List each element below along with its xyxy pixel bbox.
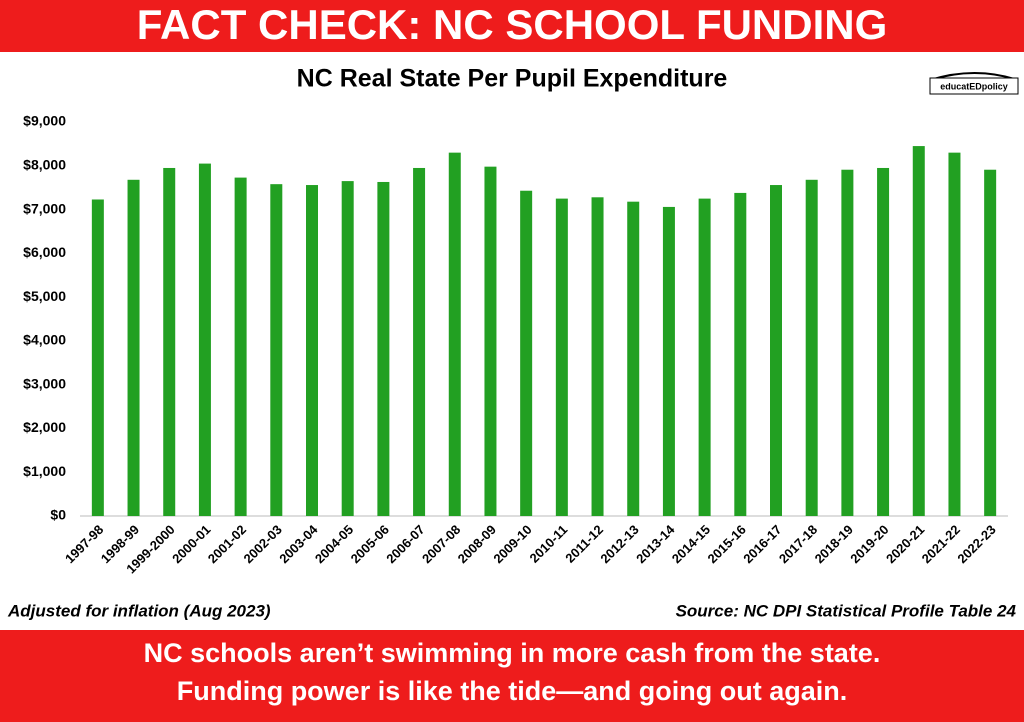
- x-tick-label: 2012-13: [597, 522, 641, 566]
- x-tick-label: 2007-08: [419, 522, 463, 566]
- bar: [662, 206, 675, 516]
- banner-title: FACT CHECK: NC SCHOOL FUNDING: [137, 1, 888, 48]
- x-tick-label: 2022-23: [954, 522, 998, 566]
- bar: [912, 146, 925, 517]
- bar: [91, 199, 104, 516]
- x-tick-label: 2000-01: [169, 522, 213, 566]
- y-tick-label: $4,000: [23, 332, 66, 348]
- x-tick-label: 2008-09: [455, 522, 499, 566]
- x-tick-label: 2016-17: [740, 522, 784, 566]
- bar: [484, 166, 497, 517]
- x-tick-label: 2021-22: [919, 522, 963, 566]
- chart-title: NC Real State Per Pupil Expenditure: [297, 65, 728, 93]
- bar: [234, 177, 247, 516]
- bar: [591, 197, 604, 516]
- bar: [770, 185, 782, 517]
- footer-line: Funding power is like the tide—and going…: [177, 676, 848, 706]
- bar: [127, 179, 140, 516]
- note: Adjusted for inflation (Aug 2023): [7, 601, 271, 620]
- x-tick-label: 2015-16: [705, 522, 749, 566]
- y-tick-label: $0: [50, 507, 66, 523]
- bar: [627, 201, 640, 517]
- x-tick-label: 2002-03: [241, 522, 285, 566]
- logo-box: [929, 77, 1019, 95]
- bar: [734, 192, 747, 517]
- bar: [948, 152, 961, 516]
- y-tick-label: $3,000: [23, 375, 66, 391]
- bar: [198, 163, 211, 517]
- x-tick-label: 2013-14: [633, 521, 678, 566]
- logo-arc: [929, 72, 1019, 81]
- y-tick-label: $9,000: [23, 113, 66, 129]
- x-tick-label: 2003-04: [276, 521, 321, 566]
- bar: [163, 167, 176, 516]
- x-tick-label: 2011-12: [562, 522, 606, 566]
- y-tick-label: $2,000: [23, 419, 66, 435]
- bar: [805, 179, 818, 516]
- bar: [448, 152, 461, 516]
- x-tick-label: 2006-07: [383, 522, 427, 566]
- x-tick-label: 2005-06: [348, 522, 392, 566]
- bottom-banner: [0, 630, 1024, 722]
- y-tick-label: $5,000: [23, 288, 66, 304]
- bar: [698, 198, 711, 516]
- bar: [377, 181, 390, 516]
- bar: [984, 169, 997, 516]
- y-tick-label: $1,000: [23, 463, 66, 479]
- logo: educatEDpolicy: [940, 81, 1008, 91]
- bar: [413, 167, 426, 516]
- top-banner: [0, 0, 1024, 52]
- source: Source: NC DPI Statistical Profile Table…: [676, 601, 1017, 620]
- y-tick-label: $6,000: [23, 244, 66, 260]
- x-tick-label: 2020-21: [883, 522, 927, 566]
- x-tick-label: 2004-05: [312, 522, 356, 566]
- x-tick-label: 2010-11: [527, 522, 571, 566]
- bar: [306, 185, 318, 517]
- y-tick-label: $7,000: [23, 200, 66, 216]
- x-tick-label: 2018-19: [812, 522, 856, 566]
- x-tick-label: 2019-20: [847, 522, 891, 566]
- x-tick-label: 1997-98: [62, 522, 106, 566]
- footer-line: NC schools aren’t swimming in more cash …: [144, 638, 881, 668]
- x-tick-label: 2014-15: [669, 522, 713, 566]
- x-tick-label: 2009-10: [490, 522, 534, 566]
- x-tick-label: 2001-02: [205, 522, 249, 566]
- bar: [341, 181, 354, 516]
- bar: [841, 169, 854, 516]
- bar: [877, 167, 890, 516]
- x-tick-label: 2017-18: [776, 522, 820, 566]
- bar: [270, 184, 283, 517]
- bar: [520, 190, 533, 516]
- y-tick-label: $8,000: [23, 156, 66, 172]
- bar: [555, 198, 568, 516]
